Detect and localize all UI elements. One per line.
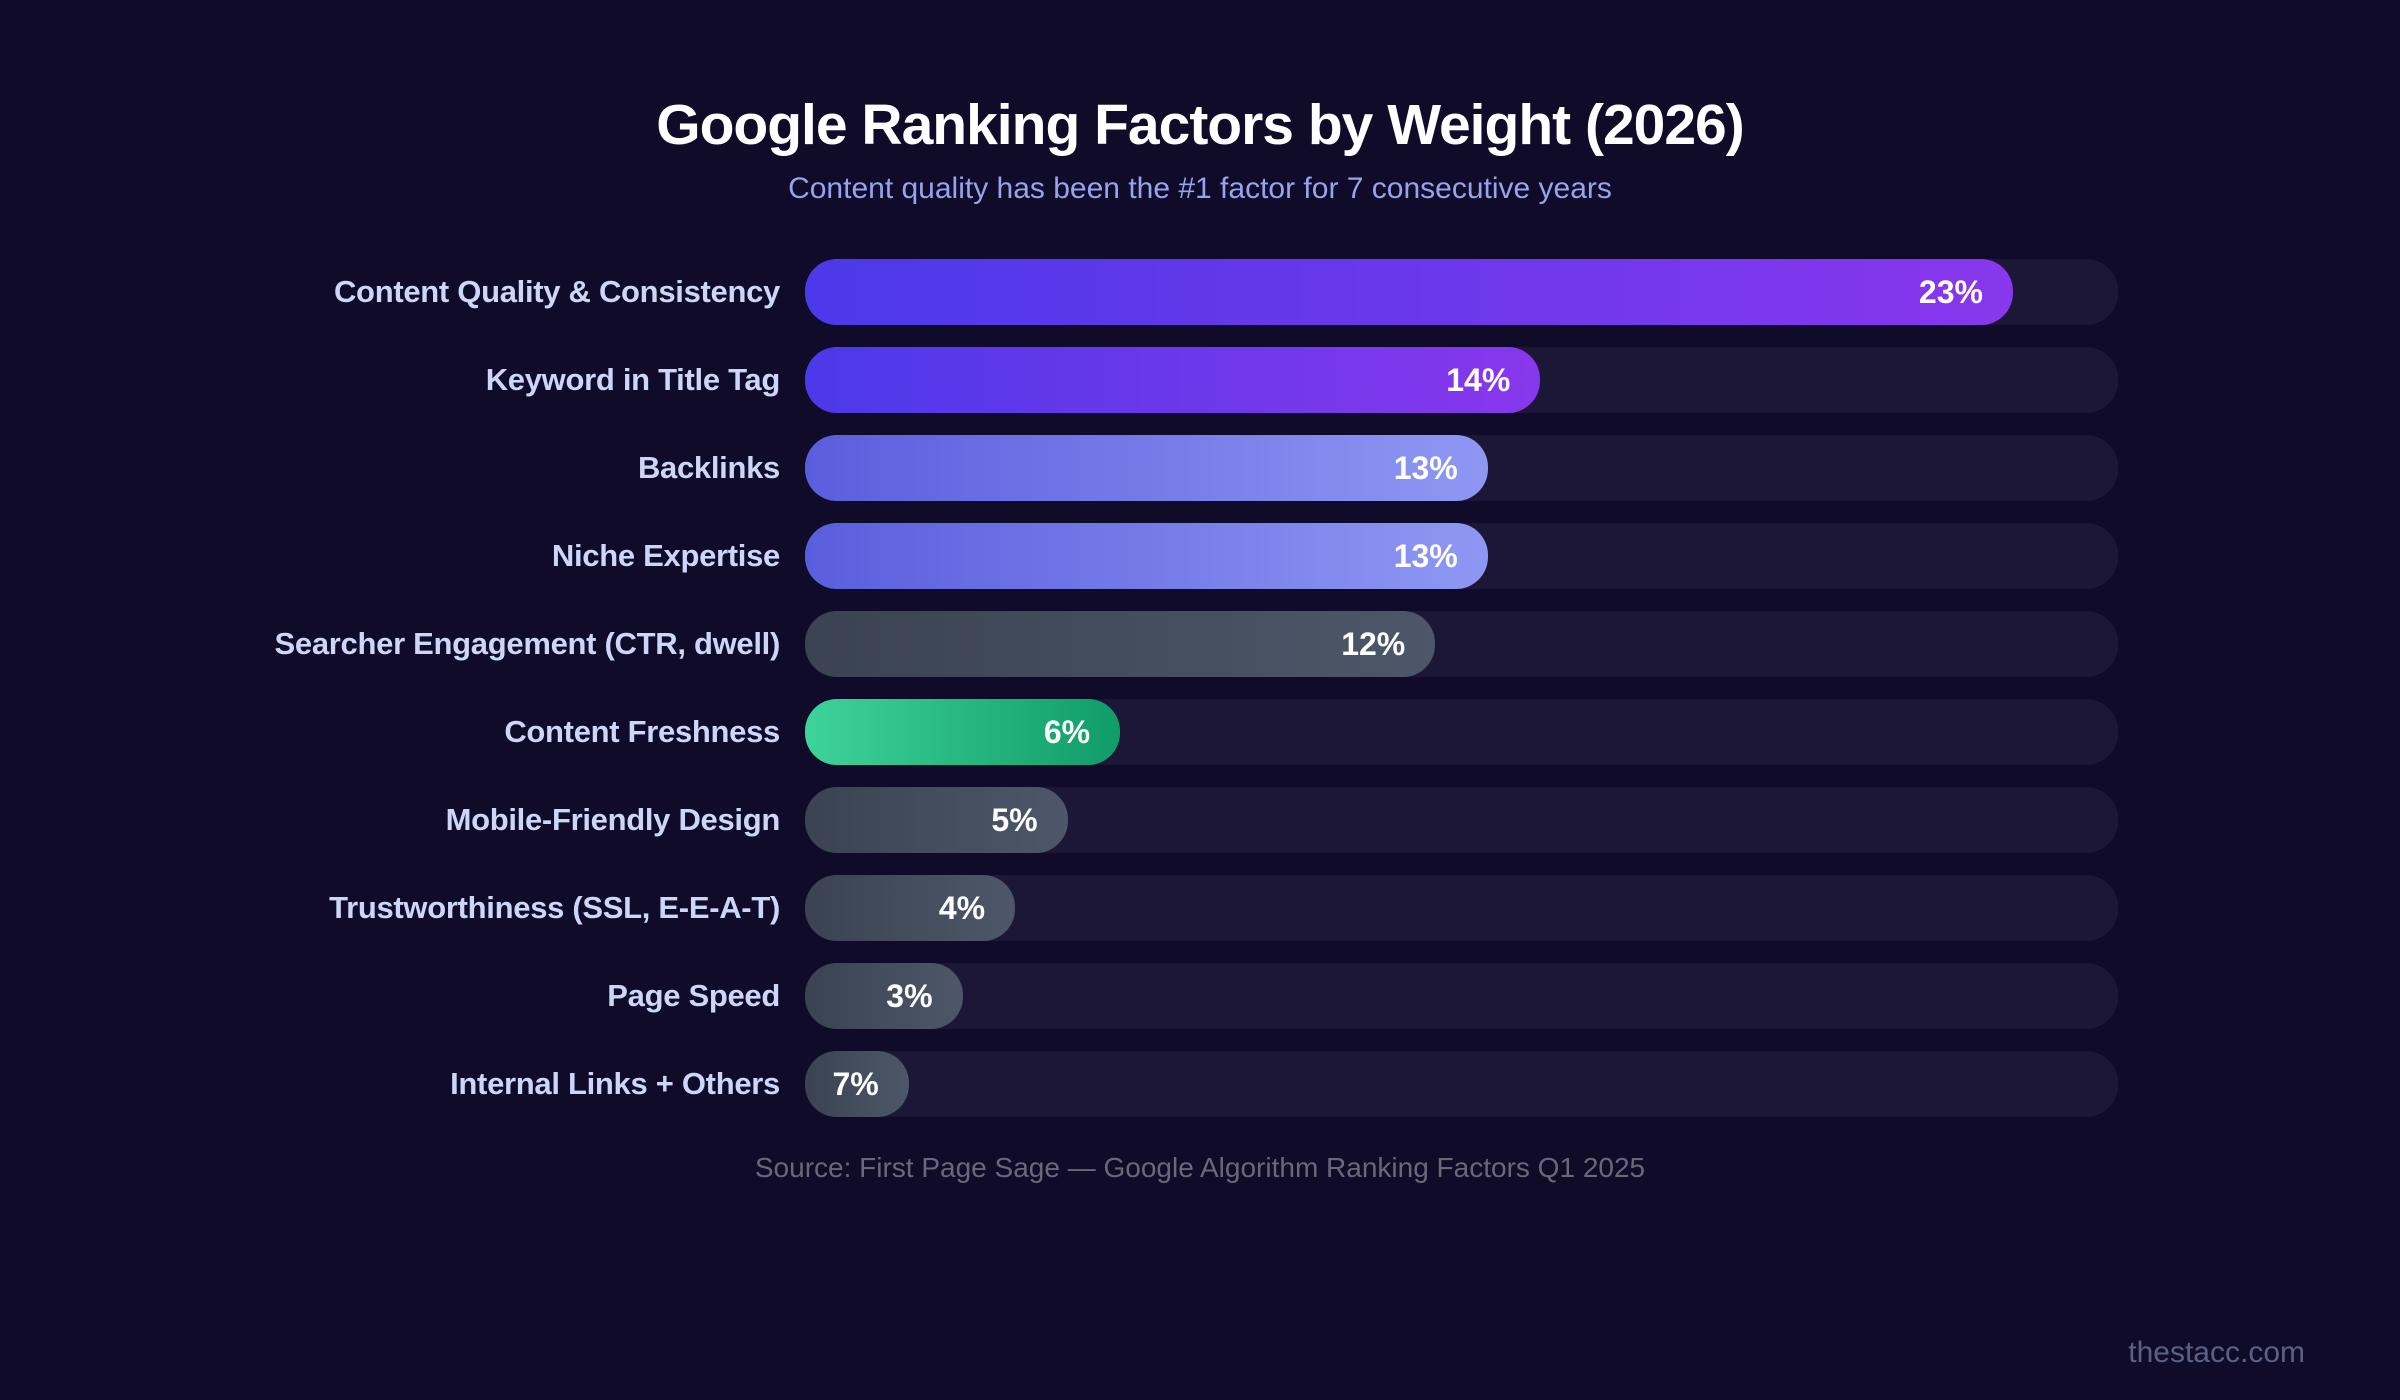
category-label: Page Speed bbox=[607, 978, 780, 1013]
value-label: 6% bbox=[1043, 713, 1091, 750]
bar-fill: 6% bbox=[805, 699, 1121, 765]
chart-row: Content Freshness 6% bbox=[0, 699, 2400, 765]
bar-fill: 5% bbox=[805, 787, 1068, 853]
bar-track: 5% bbox=[805, 787, 2118, 853]
category-label: Mobile-Friendly Design bbox=[445, 802, 781, 837]
category-label: Searcher Engagement (CTR, dwell) bbox=[274, 626, 781, 661]
value-label: 14% bbox=[1446, 361, 1511, 398]
value-label: 4% bbox=[938, 889, 986, 926]
value-label: 23% bbox=[1918, 273, 1983, 310]
category-label: Keyword in Title Tag bbox=[485, 362, 781, 397]
value-label: 13% bbox=[1393, 449, 1458, 486]
page-title: Google Ranking Factors by Weight (2026) bbox=[656, 93, 1744, 157]
chart-row: Page Speed 3% bbox=[0, 963, 2400, 1029]
category-label: Niche Expertise bbox=[551, 538, 780, 573]
value-label: 7% bbox=[832, 1065, 879, 1102]
bar-fill: 12% bbox=[805, 611, 1436, 677]
chart-row: Mobile-Friendly Design 5% bbox=[0, 787, 2400, 853]
category-label: Content Quality & Consistency bbox=[333, 274, 780, 309]
value-label: 12% bbox=[1341, 625, 1406, 662]
bar-fill: 23% bbox=[805, 259, 2013, 325]
value-label: 5% bbox=[991, 801, 1038, 838]
bar-track: 12% bbox=[805, 611, 2118, 677]
chart-row: Trustworthiness (SSL, E-E-A-T) 4% bbox=[0, 875, 2400, 941]
bar-track: 14% bbox=[805, 347, 2118, 413]
chart-row: Internal Links + Others 7% bbox=[0, 1051, 2400, 1117]
chart-row: Keyword in Title Tag 14% bbox=[0, 347, 2400, 413]
watermark: thestacc.com bbox=[2128, 1336, 2305, 1369]
bar-fill: 3% bbox=[805, 963, 963, 1029]
bar-track: 13% bbox=[805, 435, 2118, 501]
bar-track: 23% bbox=[805, 259, 2118, 325]
value-label: 3% bbox=[886, 977, 933, 1014]
bar-fill: 7% bbox=[805, 1051, 909, 1117]
page-subtitle: Content quality has been the #1 factor f… bbox=[788, 172, 1612, 205]
chart-row: Backlinks 13% bbox=[0, 435, 2400, 501]
category-label: Content Freshness bbox=[504, 714, 780, 749]
category-label: Trustworthiness (SSL, E-E-A-T) bbox=[329, 890, 780, 925]
chart-row: Niche Expertise 13% bbox=[0, 523, 2400, 589]
value-label: 13% bbox=[1393, 537, 1458, 574]
chart-row: Searcher Engagement (CTR, dwell) 12% bbox=[0, 611, 2400, 677]
bar-fill: 13% bbox=[805, 523, 1488, 589]
bar-track: 7% bbox=[805, 1051, 2118, 1117]
bar-track: 3% bbox=[805, 963, 2118, 1029]
bar-fill: 14% bbox=[805, 347, 1541, 413]
chart-row: Content Quality & Consistency 23% bbox=[0, 259, 2400, 325]
bar-fill: 4% bbox=[805, 875, 1016, 941]
bar-track: 13% bbox=[805, 523, 2118, 589]
category-label: Internal Links + Others bbox=[450, 1066, 780, 1101]
bar-track: 6% bbox=[805, 699, 2118, 765]
source-caption: Source: First Page Sage — Google Algorit… bbox=[754, 1152, 1646, 1183]
bar-chart: Content Quality & Consistency 23% Keywor… bbox=[0, 259, 2400, 1139]
bar-track: 4% bbox=[805, 875, 2118, 941]
bar-fill: 13% bbox=[805, 435, 1488, 501]
category-label: Backlinks bbox=[637, 450, 780, 485]
